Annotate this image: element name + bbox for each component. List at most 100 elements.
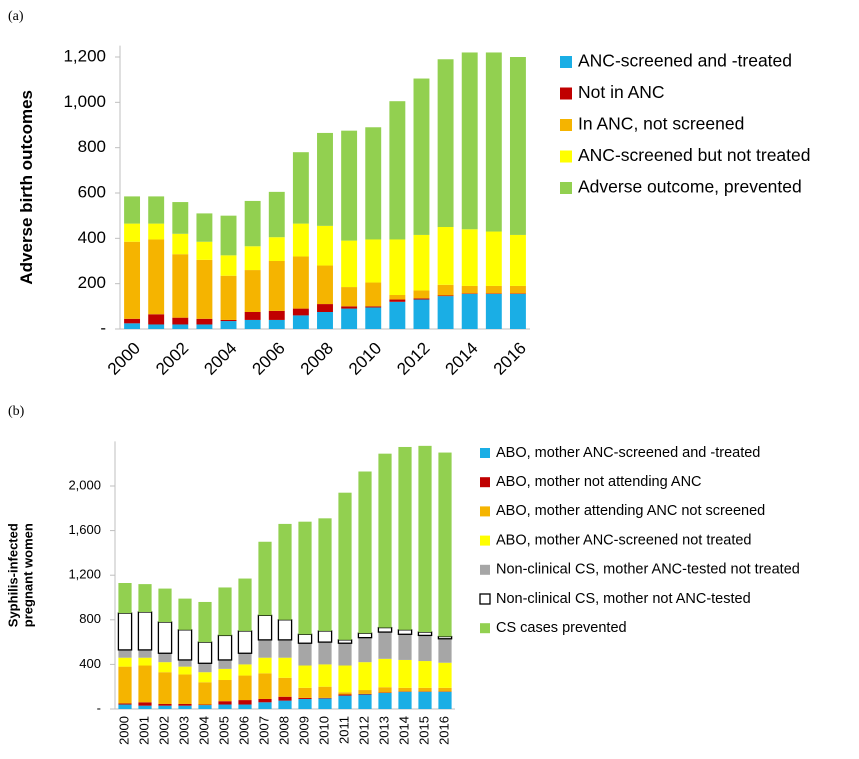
legend-swatch xyxy=(480,623,490,634)
bar-segment xyxy=(318,664,332,687)
bar-segment xyxy=(172,317,189,325)
bar-segment xyxy=(196,324,213,329)
y-tick-label: 2,000 xyxy=(68,477,101,492)
bar-segment xyxy=(298,665,312,688)
bar-segment xyxy=(218,680,232,702)
x-tick-label: 2008 xyxy=(297,339,337,379)
x-tick-label: 2011 xyxy=(336,716,351,744)
legend-label: ABO, mother not attending ANC xyxy=(496,474,702,490)
bar-segment xyxy=(158,705,172,709)
legend-label: ANC-screened but not treated xyxy=(578,145,811,165)
y-axis-label-line: Adverse birth outcomes xyxy=(17,90,36,285)
bar-segment xyxy=(341,240,358,288)
bar-segment xyxy=(378,453,392,628)
bar-segment xyxy=(298,521,312,635)
legend-swatch xyxy=(560,119,572,131)
bar-segment xyxy=(418,445,432,633)
bar-segment xyxy=(292,308,309,316)
bar-segment xyxy=(258,673,272,699)
x-tick-label: 2005 xyxy=(216,716,231,745)
bar-segment xyxy=(358,471,372,634)
legend-swatch xyxy=(480,506,490,517)
bar-segment xyxy=(338,643,352,666)
bar-segment xyxy=(389,301,406,329)
bar-segment xyxy=(365,306,382,308)
bar-segment xyxy=(338,665,352,693)
bar-segment xyxy=(196,213,213,242)
bar-segment xyxy=(341,287,358,307)
bar-segment xyxy=(378,632,392,659)
x-tick-label: 2006 xyxy=(236,716,251,745)
bar-segment xyxy=(413,78,430,235)
x-tick-label: 2014 xyxy=(396,716,411,745)
bar-segment xyxy=(238,675,252,701)
bar-segment xyxy=(418,635,432,662)
bar-segment xyxy=(217,634,233,661)
legend-label: ABO, mother attending ANC not screened xyxy=(496,503,765,519)
bar-segment xyxy=(378,687,392,693)
bar-segment xyxy=(358,637,372,663)
x-tick-label: 2009 xyxy=(296,716,311,745)
bar-segment xyxy=(338,694,352,696)
bar-segment xyxy=(318,642,332,665)
x-tick-label: 2013 xyxy=(376,716,391,745)
bar-segment xyxy=(398,687,412,692)
y-tick-label: 800 xyxy=(79,611,101,626)
bar-segment xyxy=(418,687,432,692)
bar-segment xyxy=(485,52,502,232)
bar-segment xyxy=(278,639,292,658)
bar-segment xyxy=(218,701,232,705)
bar-segment xyxy=(237,630,253,654)
bar-segment xyxy=(437,59,454,228)
bar-segment xyxy=(172,233,189,255)
bar-segment xyxy=(461,52,478,230)
bar-segment xyxy=(268,319,285,329)
bar-segment xyxy=(178,598,192,630)
bar-segment xyxy=(178,674,192,704)
bar-segment xyxy=(258,702,272,709)
bar-segment xyxy=(389,101,406,240)
bar-segment xyxy=(117,612,133,651)
bar-segment xyxy=(258,657,272,674)
bar-segment xyxy=(358,690,372,694)
bar-segment xyxy=(218,704,232,709)
bar-segment xyxy=(157,621,173,654)
bar-segment xyxy=(118,649,132,658)
bar-segment xyxy=(118,666,132,704)
bar-segment xyxy=(220,215,237,256)
y-tick-label: 1,200 xyxy=(68,567,101,582)
bar-segment xyxy=(337,639,353,644)
bar-segment xyxy=(220,275,237,320)
bar-segment xyxy=(124,196,141,224)
bar-segment xyxy=(485,231,502,286)
y-tick-label: - xyxy=(97,700,101,715)
bar-segment xyxy=(341,306,358,309)
bar-segment xyxy=(317,265,333,305)
bar-segment xyxy=(438,662,452,688)
x-tick-label: 2010 xyxy=(345,339,385,379)
x-tick-label: 2003 xyxy=(176,716,191,745)
x-tick-label: 2015 xyxy=(416,716,431,745)
bar-segment xyxy=(298,687,312,698)
y-axis-label-line: Syphilis-infected xyxy=(6,523,21,627)
bar-segment xyxy=(378,658,392,688)
bar-segment xyxy=(148,196,165,224)
bar-segment xyxy=(238,700,252,705)
bar-segment xyxy=(338,692,352,695)
legend-label: Not in ANC xyxy=(578,82,665,102)
legend-label: ABO, mother ANC-screened and -treated xyxy=(496,445,760,461)
x-tick-label: 2016 xyxy=(490,339,530,379)
bar-segment xyxy=(509,293,526,329)
bar-segment xyxy=(172,254,189,318)
bar-segment xyxy=(118,583,132,614)
bar-segment xyxy=(389,295,406,300)
x-tick-label: 2010 xyxy=(316,716,331,745)
bar-segment xyxy=(377,626,393,633)
bar-segment xyxy=(244,246,261,271)
bar-segment xyxy=(317,304,333,312)
bar-segment xyxy=(318,698,332,709)
bar-segment xyxy=(268,237,285,261)
bar-segment xyxy=(365,127,382,240)
bar-segment xyxy=(278,657,292,678)
